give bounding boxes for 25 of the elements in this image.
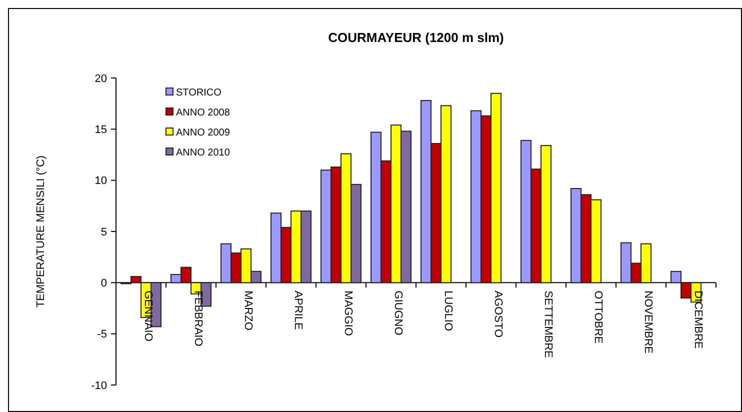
y-tick-label: 0: [100, 278, 107, 290]
y-tick-label: 15: [94, 124, 107, 136]
y-tick-label: 5: [100, 226, 107, 238]
y-tick-label: -5: [97, 328, 107, 341]
x-tick-label: LUGLIO: [442, 290, 454, 332]
legend-label: ANNO 2008: [176, 108, 230, 118]
x-tick-label: FEBBRAIO: [192, 290, 204, 347]
legend-label: ANNO 2010: [176, 148, 230, 158]
y-tick-label: 10: [94, 175, 107, 188]
x-tick-label: SETTEMBRE: [542, 290, 554, 358]
x-tick-label: APRILE: [292, 290, 304, 330]
x-tick-label: NOVEMBRE: [642, 290, 654, 354]
legend-label: ANNO 2009: [176, 128, 230, 138]
x-tick-label: GIUGNO: [392, 290, 404, 336]
x-tick-label: AGOSTO: [492, 290, 504, 338]
chart-title: COURMAYEUR (1200 m slm): [328, 30, 504, 45]
x-tick-label: GENNAIO: [142, 290, 154, 342]
y-tick-label: -10: [91, 380, 107, 392]
y-tick-label: 20: [94, 72, 107, 85]
legend-label: STORICO: [176, 88, 222, 98]
x-tick-label: OTTOBRE: [592, 290, 604, 344]
y-axis-title: TEMPERATURE MENSILI (°C): [35, 155, 47, 308]
x-tick-label: MAGGIO: [342, 290, 354, 336]
x-tick-label: DICEMBRE: [692, 290, 704, 349]
x-tick-label: MARZO: [242, 290, 254, 331]
